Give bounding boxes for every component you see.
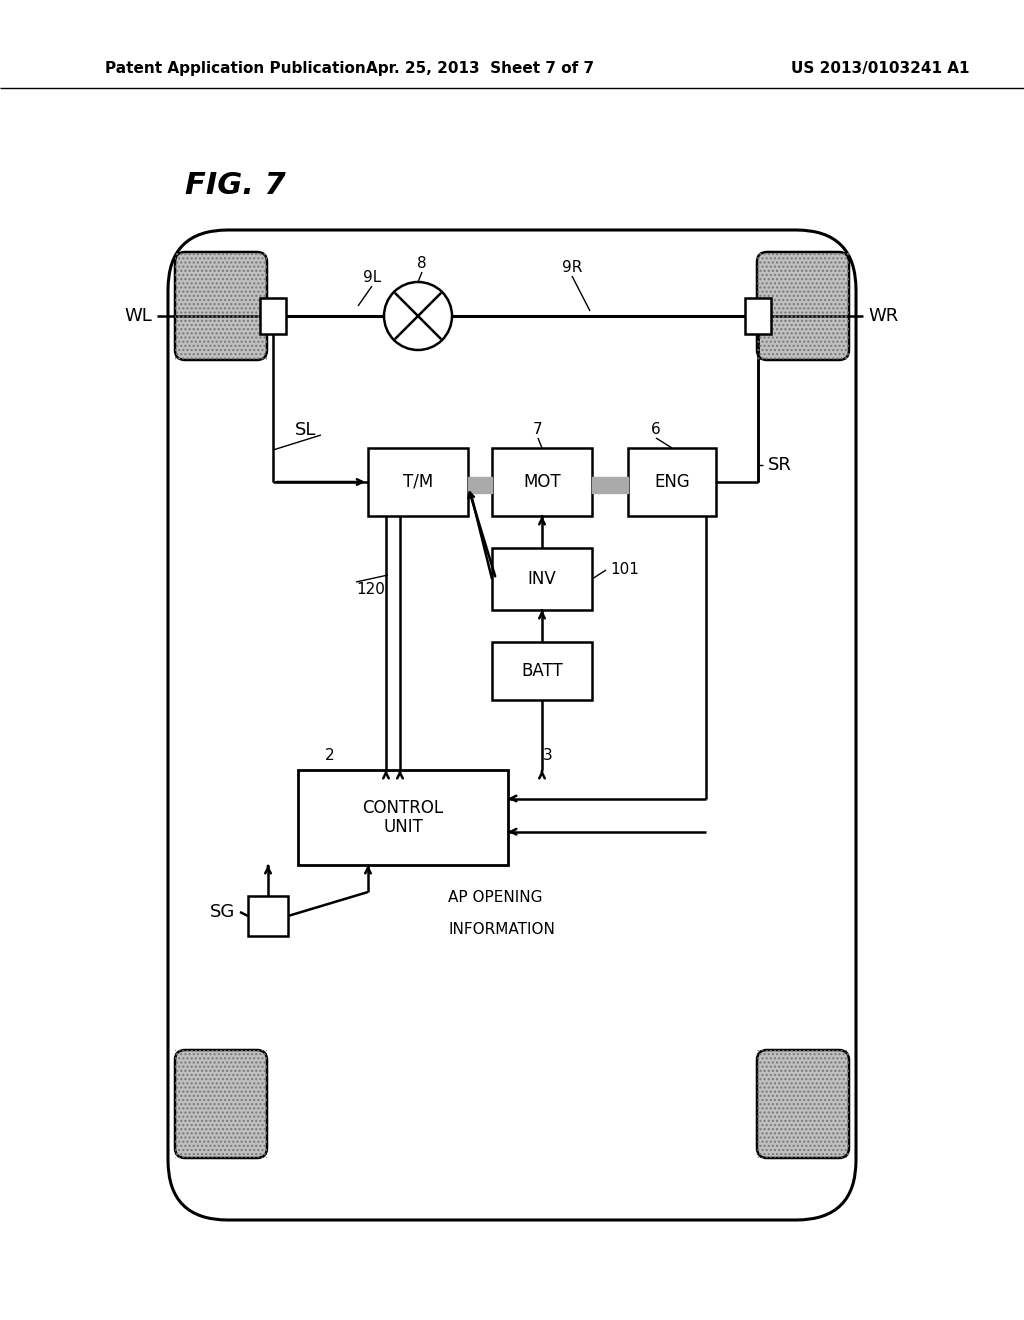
Text: ENG: ENG	[654, 473, 690, 491]
Bar	[745, 298, 771, 334]
Text: T/M: T/M	[402, 473, 433, 491]
Text: Apr. 25, 2013  Sheet 7 of 7: Apr. 25, 2013 Sheet 7 of 7	[366, 61, 594, 75]
Text: 8: 8	[417, 256, 427, 272]
Bar	[492, 548, 592, 610]
Text: 3: 3	[543, 747, 553, 763]
Text: FIG. 7: FIG. 7	[185, 170, 286, 199]
Text: 120: 120	[356, 582, 385, 598]
Bar	[248, 896, 288, 936]
Text: US 2013/0103241 A1: US 2013/0103241 A1	[791, 61, 970, 75]
Text: WL: WL	[124, 308, 152, 325]
Bar	[492, 447, 592, 516]
Text: 2: 2	[326, 747, 335, 763]
FancyBboxPatch shape	[175, 1049, 267, 1158]
Text: WR: WR	[868, 308, 898, 325]
FancyBboxPatch shape	[757, 1049, 849, 1158]
Circle shape	[384, 282, 452, 350]
Text: AP OPENING: AP OPENING	[449, 890, 543, 904]
Text: Patent Application Publication: Patent Application Publication	[105, 61, 366, 75]
Bar	[757, 252, 849, 360]
Text: SR: SR	[768, 455, 792, 474]
FancyBboxPatch shape	[175, 252, 267, 360]
Bar	[492, 642, 592, 700]
Text: SL: SL	[295, 421, 316, 440]
Text: 6: 6	[651, 422, 660, 437]
Bar	[757, 1049, 849, 1158]
Text: 101: 101	[610, 562, 639, 578]
Bar	[628, 447, 716, 516]
Bar	[368, 447, 468, 516]
Text: 9L: 9L	[362, 271, 381, 285]
Text: 9R: 9R	[562, 260, 583, 276]
Text: UNIT: UNIT	[383, 818, 423, 836]
FancyBboxPatch shape	[757, 252, 849, 360]
Text: BATT: BATT	[521, 663, 563, 680]
Bar	[298, 770, 508, 865]
Bar	[175, 252, 267, 360]
Bar	[260, 298, 286, 334]
Text: INV: INV	[527, 570, 556, 587]
FancyBboxPatch shape	[168, 230, 856, 1220]
Text: 7: 7	[534, 422, 543, 437]
Text: INFORMATION: INFORMATION	[449, 921, 555, 936]
Text: SG: SG	[210, 903, 234, 921]
Text: MOT: MOT	[523, 473, 561, 491]
Text: CONTROL: CONTROL	[362, 799, 443, 817]
Bar	[175, 1049, 267, 1158]
